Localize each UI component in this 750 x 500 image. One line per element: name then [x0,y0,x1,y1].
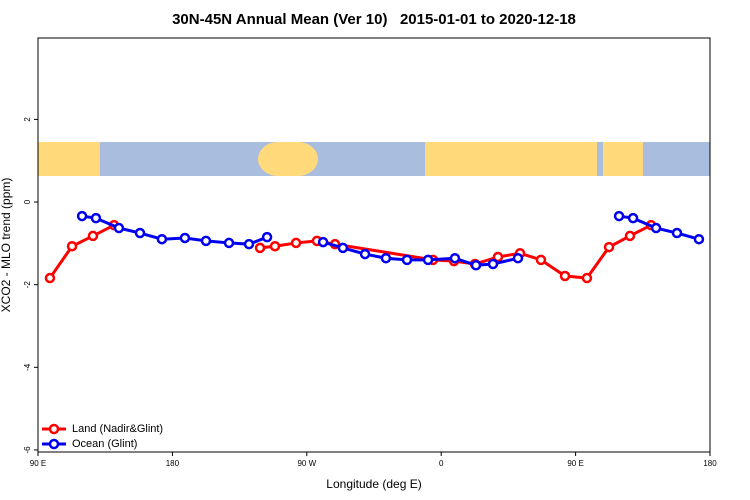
y-tick-label: 0 [23,199,32,204]
point [44,272,56,284]
point [613,210,625,222]
point [179,232,191,244]
point [337,242,349,254]
point [492,251,504,263]
chart-title: 30N-45N Annual Mean (Ver 10) 2015-01-01 … [172,11,576,28]
point [317,236,329,248]
point [512,252,524,264]
point [359,248,371,260]
x-tick-label: 90 E [567,459,583,468]
point [650,222,662,234]
point [380,252,392,264]
point [671,227,683,239]
point [581,272,593,284]
point [487,258,499,270]
point [113,222,125,234]
point [401,254,413,266]
point [603,241,615,253]
point [223,237,235,249]
point [254,242,266,254]
point [134,227,146,239]
point [90,212,102,224]
y-tick-label: 2 [23,117,32,122]
point [559,270,571,282]
point [290,237,302,249]
point [535,254,547,266]
legend-marker [48,423,60,435]
y-tick-label: -4 [23,363,32,371]
point [693,233,705,245]
x-tick-label: 90 E [30,459,46,468]
y-axis-label: XCO2 - MLO trend (ppm) [0,178,13,313]
point [87,230,99,242]
point [624,230,636,242]
point [627,212,639,224]
x-tick-label: 180 [166,459,180,468]
x-tick-label: 0 [439,459,444,468]
point [422,254,434,266]
point [66,240,78,252]
y-tick-label: -6 [23,446,32,454]
point [156,233,168,245]
x-tick-label: 90 W [297,459,316,468]
legend-label: Land (Nadir&Glint) [72,423,163,435]
y-tick-label: -2 [23,281,32,289]
point [261,231,273,243]
point [269,240,281,252]
legend-marker [48,438,60,450]
point [470,259,482,271]
point [76,210,88,222]
plot-frame [37,37,711,453]
series-line [48,223,652,280]
map-band [38,142,710,176]
point [243,238,255,250]
point [200,235,212,247]
legend-label: Ocean (Glint) [72,438,137,450]
point [449,252,461,264]
x-tick-label: 180 [703,459,717,468]
x-axis-label: Longitude (deg E) [326,477,421,491]
